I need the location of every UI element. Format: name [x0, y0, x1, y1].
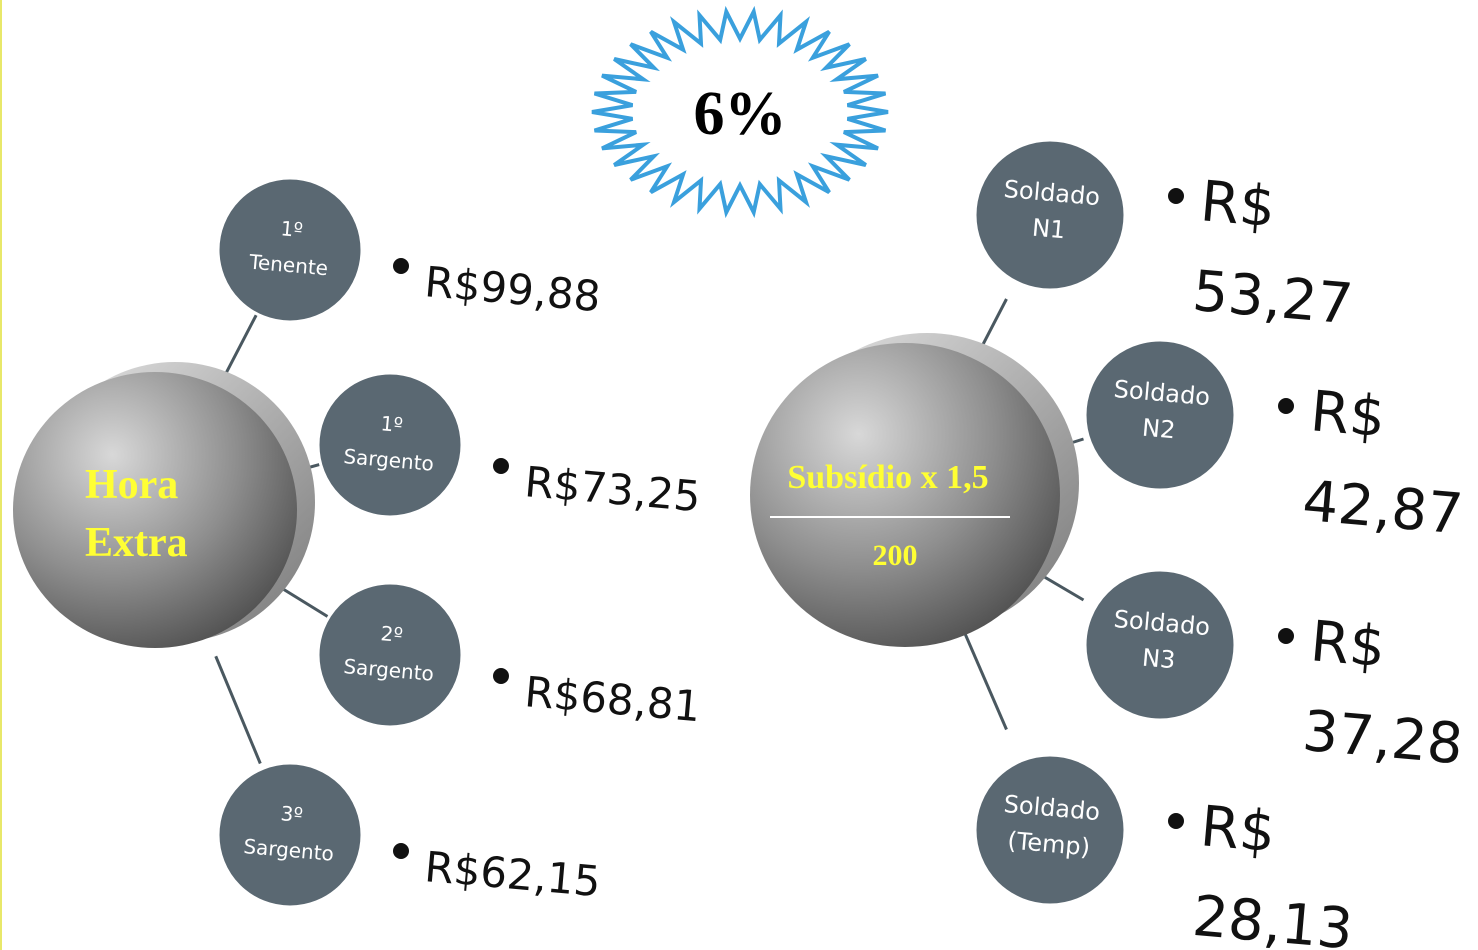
- bullet: [1168, 188, 1184, 204]
- hub: [13, 372, 297, 648]
- node-circle: [218, 763, 362, 907]
- bullet: [1278, 398, 1294, 414]
- node-value-line: R$: [1198, 794, 1278, 865]
- node-value-line: 42,87: [1300, 469, 1465, 548]
- node-label-line: 2º: [380, 621, 404, 647]
- node-value-line: 53,27: [1190, 259, 1355, 338]
- node-value-line: R$: [1308, 609, 1388, 680]
- node-label-line: 1º: [280, 216, 304, 242]
- node-value-line: R$: [1198, 169, 1278, 240]
- bullet: [493, 668, 509, 684]
- node-label-line: 3º: [280, 801, 304, 827]
- node-label-line: N2: [1141, 414, 1177, 445]
- slide: 6%HoraExtra1ºTenenteR$99,881ºSargentoR$7…: [0, 0, 1478, 950]
- bullet: [1168, 813, 1184, 829]
- node-value-line: R$: [1308, 379, 1388, 450]
- node-circle: [218, 178, 362, 322]
- hub-label: Hora: [85, 462, 178, 508]
- bullet: [393, 843, 409, 859]
- node-circle: [318, 583, 462, 727]
- hub-numerator: Subsídio x 1,5: [787, 459, 988, 496]
- node-label-line: N3: [1141, 644, 1177, 675]
- node-value-line: 37,28: [1300, 699, 1465, 778]
- bullet: [393, 258, 409, 274]
- bullet: [1278, 628, 1294, 644]
- node-label-line: N1: [1031, 214, 1067, 245]
- node-label-line: 1º: [380, 411, 404, 437]
- bullet: [493, 458, 509, 474]
- badge-text: 6%: [694, 80, 787, 148]
- hub-denominator: 200: [873, 539, 918, 572]
- hub-label: Extra: [85, 520, 188, 566]
- node-circle: [318, 373, 462, 517]
